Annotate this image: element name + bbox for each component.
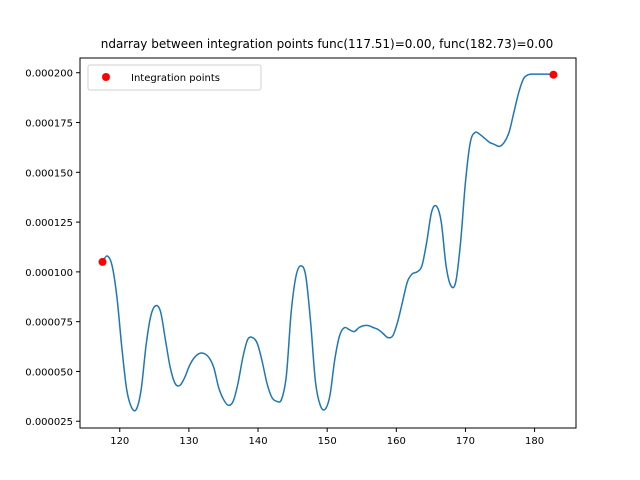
y-tick-label: 0.000100 — [25, 268, 73, 279]
legend-label: Integration points — [131, 73, 220, 84]
y-tick-label: 0.000025 — [25, 417, 73, 428]
y-tick-label: 0.000150 — [25, 168, 73, 179]
x-tick-label: 180 — [525, 436, 544, 447]
integration-point — [549, 70, 558, 79]
x-axis: 120 130 140 150 160 170 180 — [110, 428, 544, 447]
y-tick-label: 0.000075 — [25, 318, 73, 329]
legend-marker — [102, 73, 110, 81]
integration-points — [98, 70, 558, 266]
integration-point — [98, 257, 107, 266]
y-axis: 0.000025 0.000050 0.000075 0.000100 0.000125… — [25, 69, 80, 428]
x-tick-label: 140 — [248, 436, 267, 447]
plot-area — [79, 57, 577, 429]
y-tick-label: 0.000175 — [25, 119, 73, 130]
x-tick-label: 120 — [110, 436, 129, 447]
series-line — [101, 73, 554, 412]
axes-frame — [79, 57, 577, 429]
x-tick-label: 160 — [387, 436, 406, 447]
x-tick-label: 170 — [456, 436, 475, 447]
y-tick-label: 0.000050 — [25, 367, 73, 378]
chart-title: ndarray between integration points func(… — [101, 37, 554, 51]
x-tick-label: 150 — [318, 436, 337, 447]
legend-box — [87, 64, 262, 91]
x-tick-label: 130 — [179, 436, 198, 447]
y-tick-label: 0.000200 — [25, 69, 73, 80]
y-tick-label: 0.000125 — [25, 218, 73, 229]
legend: Integration points — [87, 64, 262, 91]
